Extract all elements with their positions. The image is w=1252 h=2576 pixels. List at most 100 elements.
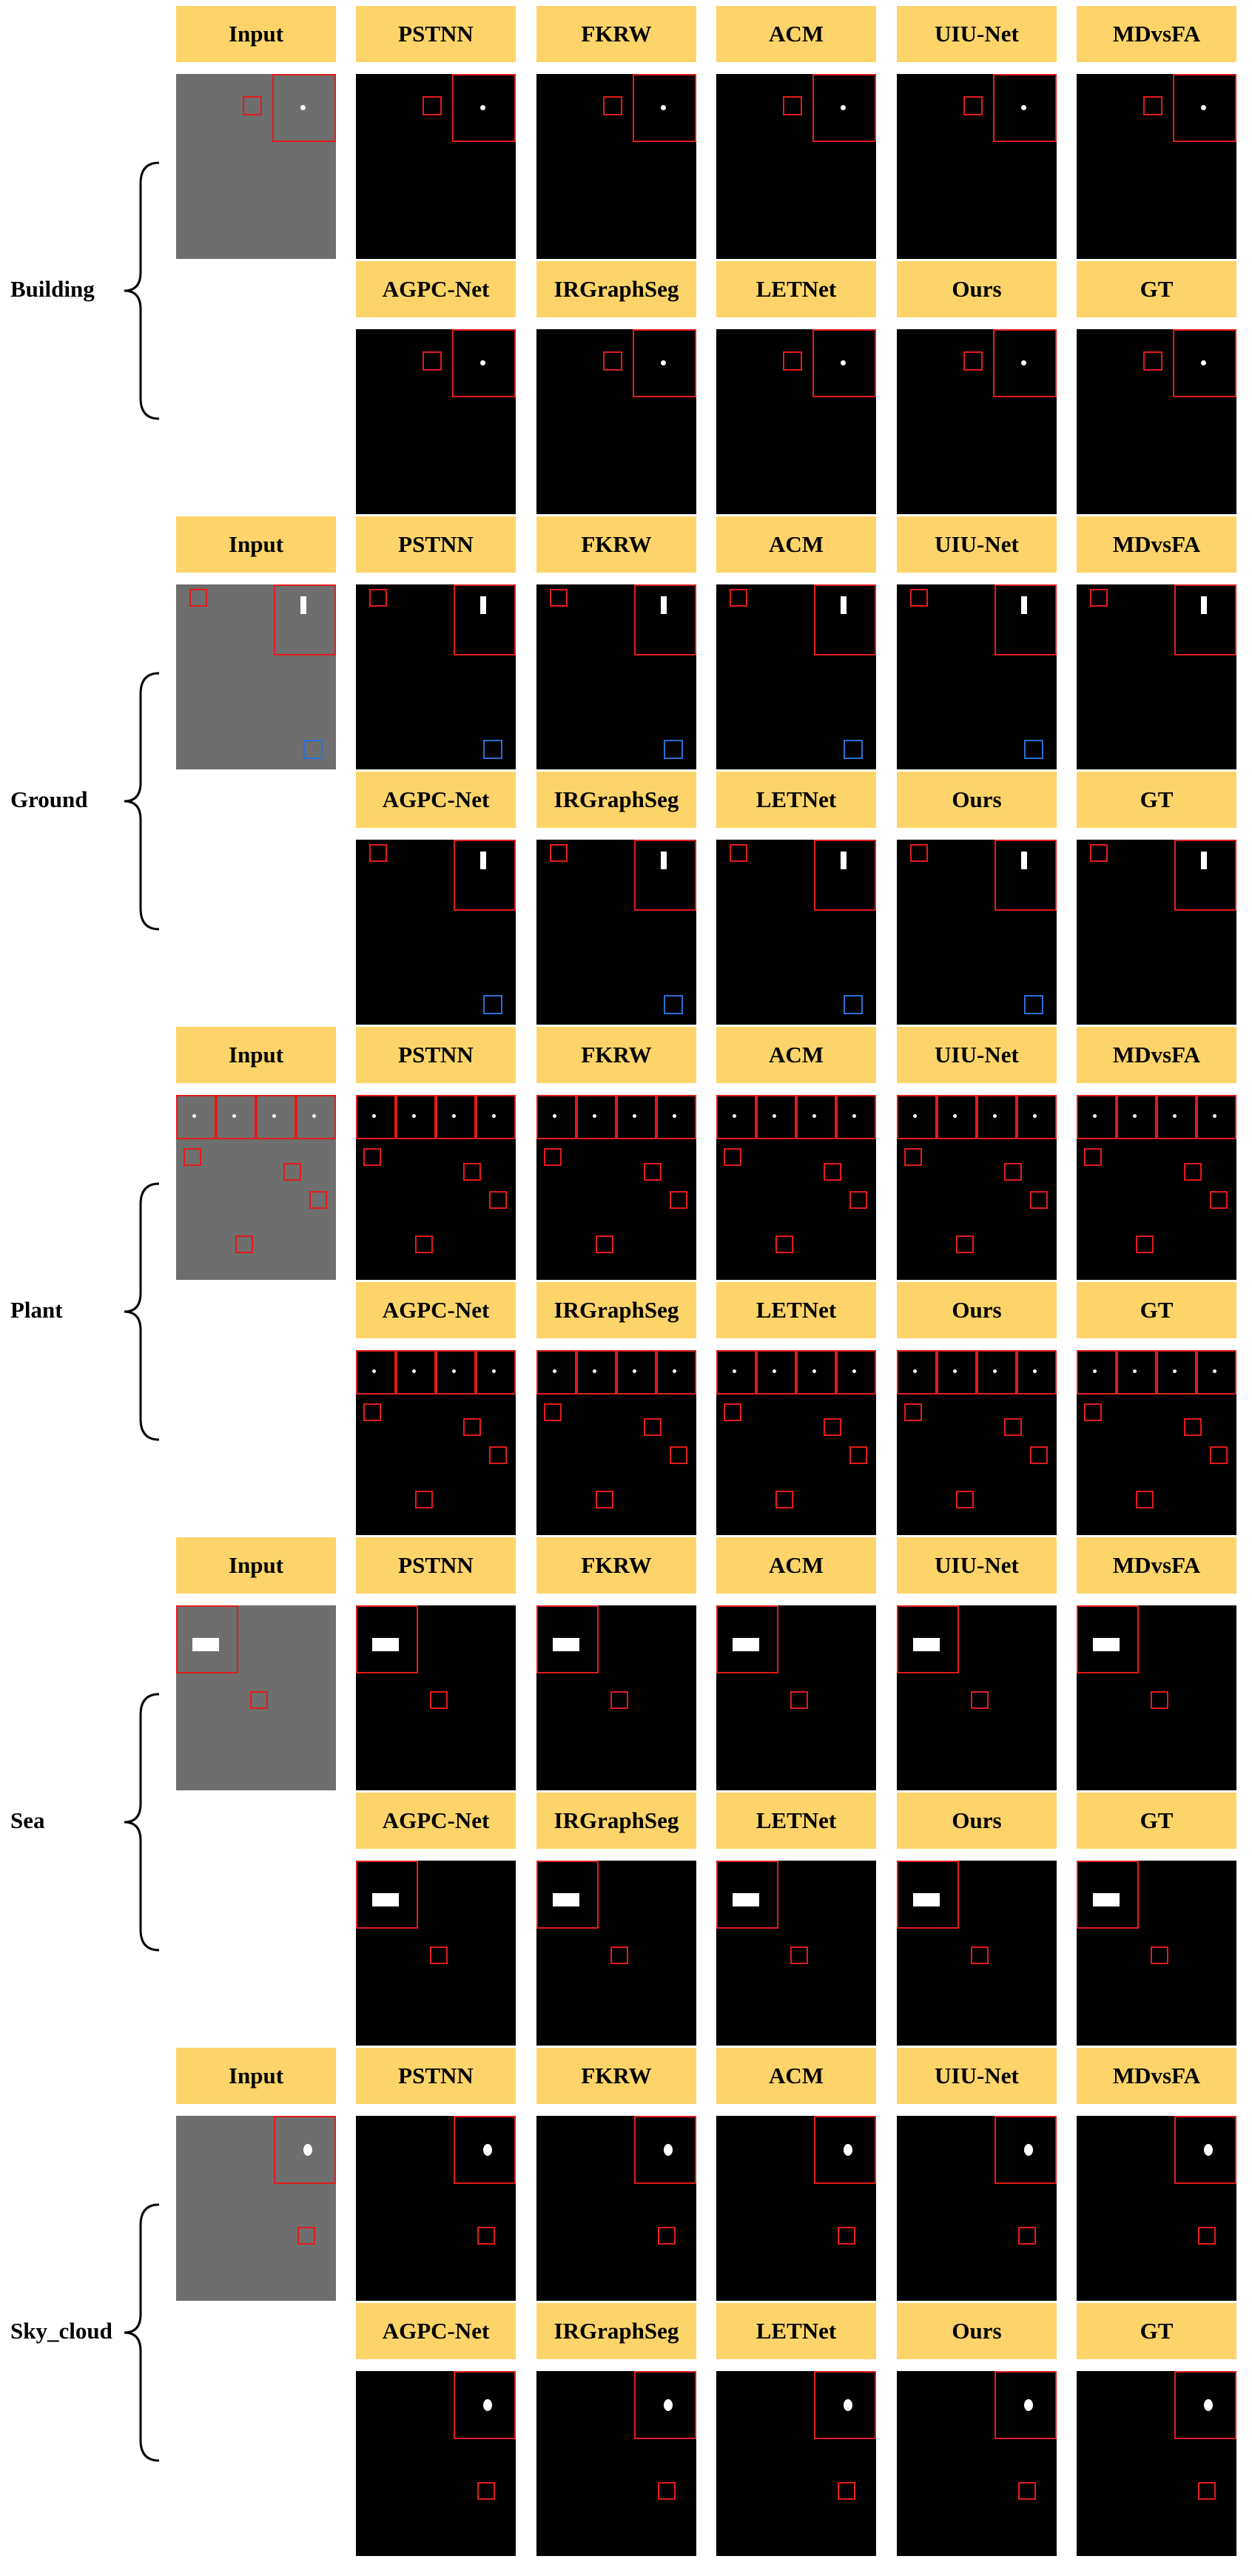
zoom-inset-box (1077, 1095, 1117, 1139)
zoom-inset-box (1077, 1861, 1139, 1929)
zoom-inset-box (356, 1861, 418, 1929)
roi-box (189, 589, 207, 607)
zoom-inset-box (436, 1095, 476, 1139)
target-dot (312, 1114, 316, 1118)
input-image (176, 74, 336, 259)
target-dot (733, 1114, 736, 1118)
zoom-inset-box (897, 1605, 959, 1673)
zoom-inset-box (994, 840, 1057, 911)
roi-box (544, 1403, 562, 1421)
target-dot (1201, 360, 1206, 365)
zoom-inset-box (634, 2116, 696, 2184)
input-image (176, 1605, 336, 1790)
target-dot (483, 2399, 492, 2411)
target-dot (1204, 2144, 1213, 2156)
missed-box (483, 995, 502, 1014)
zoom-inset-box (897, 1861, 959, 1929)
result-panel (1077, 584, 1236, 769)
roi-box (824, 1418, 841, 1436)
target-dot (773, 1369, 776, 1373)
zoom-inset-box (454, 584, 516, 655)
method-label: PSTNN (356, 1027, 516, 1083)
zoom-inset-box (536, 1095, 576, 1139)
category-label: Ground (10, 786, 88, 812)
method-label: ACM (716, 1537, 876, 1594)
result-panel (716, 584, 876, 769)
zoom-inset-box (1077, 1605, 1139, 1673)
target-dot (852, 1114, 856, 1118)
category-brace (124, 1693, 160, 1952)
zoom-inset-box (993, 329, 1057, 397)
method-label: ACM (716, 2048, 876, 2104)
method-label: UIU-Net (897, 1027, 1057, 1083)
roi-box (550, 589, 568, 607)
target-boat (733, 1893, 759, 1906)
result-panel (536, 74, 696, 259)
method-label: PSTNN (356, 2048, 516, 2104)
roi-box (363, 1403, 381, 1421)
roi-box (724, 1403, 741, 1421)
target-dot (480, 360, 485, 365)
result-panel (536, 329, 696, 514)
target-dot (844, 2399, 852, 2411)
category-label: Building (10, 276, 95, 302)
roi-box (550, 844, 568, 862)
method-label: MDvsFA (1077, 2048, 1236, 2104)
roi-box (1210, 1446, 1228, 1464)
zoom-inset-box (454, 2371, 516, 2439)
input-image (176, 1095, 336, 1280)
zoom-inset-box (716, 1350, 756, 1395)
roi-box (1184, 1418, 1202, 1436)
target-dot (1033, 1114, 1037, 1118)
zoom-inset-box (1174, 584, 1236, 655)
result-panel (897, 1861, 1057, 2046)
target-dot (1133, 1114, 1137, 1118)
target-dot (492, 1369, 496, 1373)
target-dot (913, 1369, 917, 1373)
zoom-inset-box (977, 1350, 1017, 1395)
roi-box (596, 1491, 613, 1508)
method-label: Ours (897, 2303, 1057, 2359)
zoom-inset-box (937, 1095, 977, 1139)
target-dot (1024, 2399, 1033, 2411)
zoom-inset-box (476, 1350, 516, 1395)
roi-box (544, 1148, 562, 1166)
zoom-inset-box (1174, 840, 1236, 911)
zoom-inset-box (814, 2116, 876, 2184)
zoom-inset-box (536, 1605, 599, 1673)
method-label: GT (1077, 1793, 1236, 1849)
zoom-inset-box (454, 840, 516, 911)
target-dot (673, 1369, 676, 1373)
zoom-inset-box (814, 840, 876, 911)
method-label: MDvsFA (1077, 516, 1236, 573)
method-label: PSTNN (356, 1537, 516, 1594)
method-label: ACM (716, 516, 876, 573)
target-dot (1173, 1114, 1177, 1118)
zoom-inset-box (1173, 329, 1236, 397)
zoom-inset-box (897, 1095, 937, 1139)
result-panel (897, 1350, 1057, 1535)
zoom-inset-box (634, 2371, 696, 2439)
zoom-inset-box (356, 1605, 418, 1673)
zoom-inset-box (937, 1350, 977, 1395)
zoom-inset-box (476, 1095, 516, 1139)
roi-box (1030, 1191, 1048, 1209)
method-label: AGPC-Net (356, 2303, 516, 2359)
target-dot (633, 1114, 636, 1118)
target-blob (480, 852, 486, 869)
zoom-inset-box (897, 1350, 937, 1395)
input-header: Input (176, 1537, 336, 1594)
result-panel (1077, 1605, 1236, 1790)
target-blob (1201, 596, 1207, 614)
result-panel (716, 2116, 876, 2301)
result-panel (536, 1350, 696, 1535)
target-dot (993, 1369, 997, 1373)
roi-box (423, 351, 442, 371)
roi-box (849, 1446, 867, 1464)
missed-box (1024, 995, 1043, 1014)
roi-box (910, 589, 928, 607)
target-blob (661, 596, 667, 614)
zoom-inset-box (454, 2116, 516, 2184)
roi-box (1198, 2227, 1216, 2245)
roi-box (463, 1418, 481, 1436)
